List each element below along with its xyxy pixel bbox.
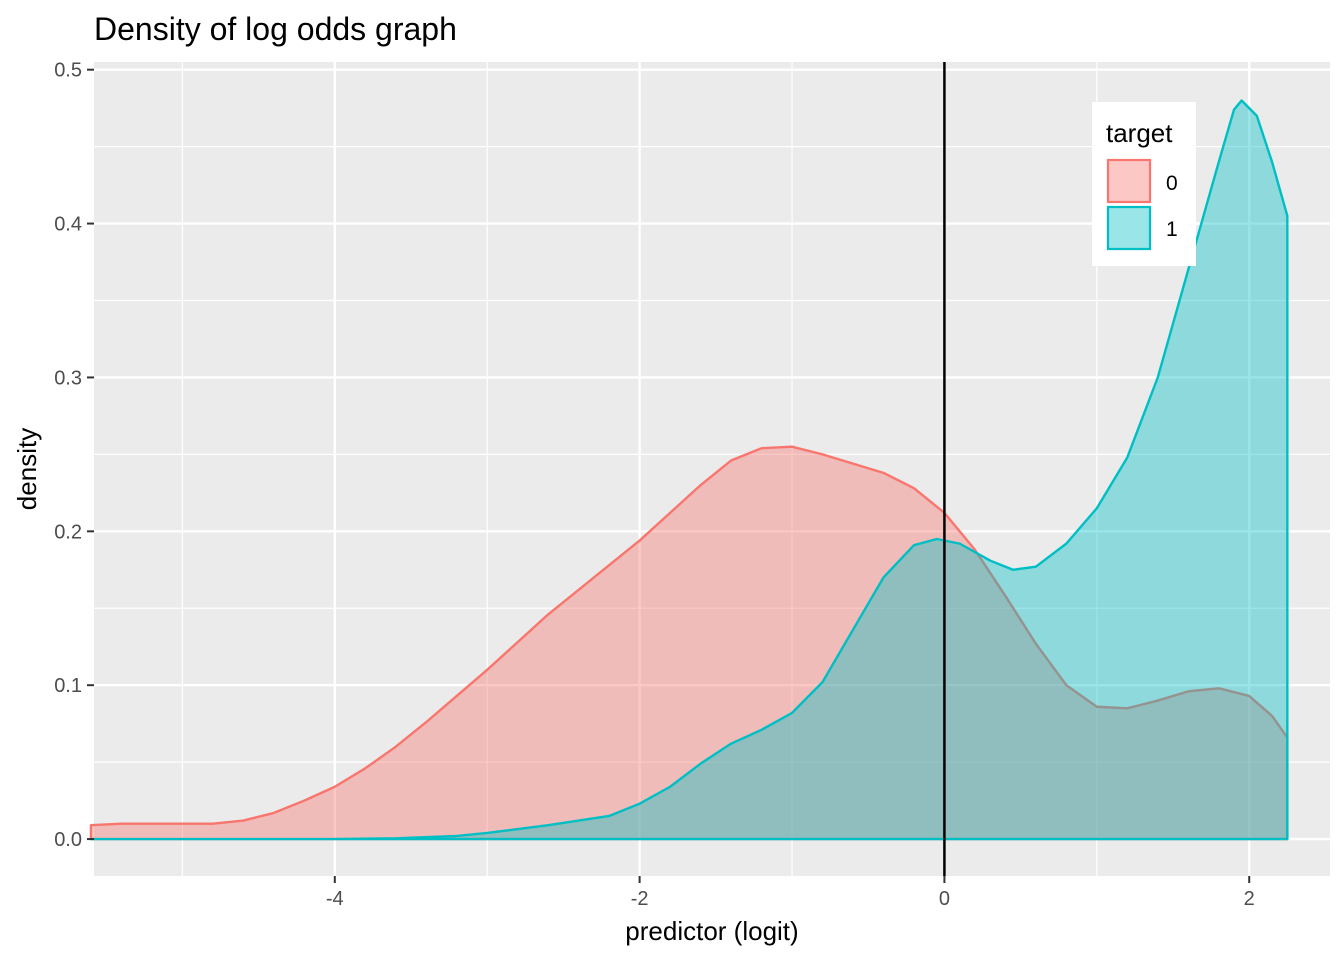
y-tick-label: 0.0 — [54, 829, 82, 851]
y-tick-label: 0.2 — [54, 521, 82, 543]
x-tick-label: 0 — [939, 888, 950, 910]
legend-label-0: 0 — [1166, 172, 1178, 195]
density-area-series-0 — [89, 445, 1289, 841]
legend-key-0 — [1106, 158, 1152, 204]
x-tick-label: -4 — [326, 888, 344, 910]
legend: target 0 1 — [1092, 102, 1196, 266]
legend-title: target — [1106, 118, 1173, 148]
y-tick-label: 0.4 — [54, 214, 82, 236]
legend-key-1 — [1106, 205, 1152, 251]
legend-label-1: 1 — [1166, 218, 1178, 241]
x-tick-label: -2 — [631, 888, 649, 910]
legend-background — [1092, 102, 1196, 266]
y-axis-label: density — [12, 428, 42, 510]
x-axis: -4 -2 0 2 — [326, 876, 1255, 910]
density-series — [89, 99, 1289, 841]
x-tick-label: 2 — [1244, 888, 1255, 910]
x-axis-label: predictor (logit) — [625, 916, 798, 946]
density-area-series-1 — [89, 99, 1289, 841]
y-tick-label: 0.1 — [54, 675, 82, 697]
chart-title: Density of log odds graph — [94, 11, 457, 47]
y-tick-label: 0.3 — [54, 367, 82, 389]
y-axis: 0.0 0.1 0.2 0.3 0.4 0.5 — [54, 60, 94, 851]
y-tick-label: 0.5 — [54, 60, 82, 82]
